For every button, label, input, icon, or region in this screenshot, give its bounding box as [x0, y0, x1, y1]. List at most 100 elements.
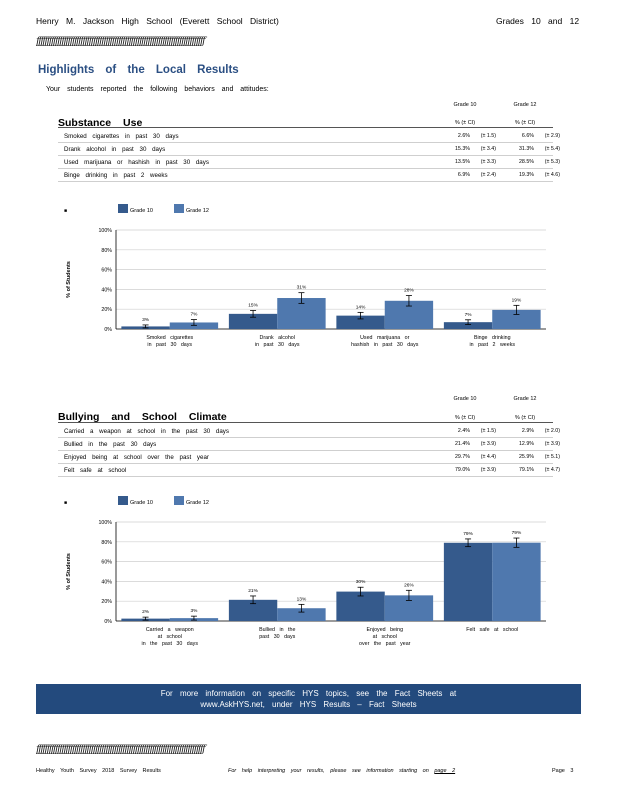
data-label: 14%	[356, 304, 366, 310]
y-tick-label: 0%	[104, 619, 112, 625]
bottom-divider: ƒƒƒƒƒƒƒƒƒƒƒƒƒƒƒƒƒƒƒƒƒƒƒƒƒƒƒƒƒƒƒƒƒƒƒƒƒƒƒƒ…	[36, 744, 206, 755]
x-tick-label: past 30 days	[259, 634, 295, 640]
bullying-table: Carried a weapon at school in the past 3…	[58, 422, 560, 477]
y-tick-label: 20%	[101, 599, 112, 605]
table-row: Bullied in the past 30 days 21.4% (± 3.9…	[58, 439, 560, 451]
data-label: 3%	[142, 317, 150, 323]
page-2-link[interactable]: page 2	[434, 768, 456, 774]
col-grade10-header: Grade 10	[453, 102, 477, 108]
x-tick-label: Felt safe at school	[466, 627, 518, 633]
banner-line-1: For more information on specific HYS top…	[160, 689, 457, 698]
table-row: Binge drinking in past 2 weeks 6.9% (± 2…	[58, 170, 560, 182]
col-grade12-header: Grade 12	[513, 102, 537, 108]
y-tick-label: 100%	[98, 228, 112, 234]
substance-chart: Grade 10 Grade 12 ■ % of Students 0% 20% 40% 60…	[64, 204, 546, 348]
x-tick-label: in past 30 days	[255, 342, 300, 348]
x-tick-label: in the past 30 days	[142, 641, 199, 647]
y-tick-label: 20%	[101, 307, 112, 313]
data-label: 15%	[248, 302, 258, 308]
bar	[336, 315, 385, 329]
page-title: Highlights of the Local Results	[38, 64, 239, 76]
banner-line-2[interactable]: www.AskHYS.net, under HYS Results – Fact…	[200, 700, 417, 709]
x-tick-label: Enjoyed being	[366, 627, 403, 633]
bar	[277, 608, 326, 621]
data-label: 19%	[512, 297, 522, 303]
bullying-chart: Grade 10 Grade 12 ■ % of Students 0% 20% 40% 60…	[64, 496, 546, 647]
x-tick-label: in past 2 weeks	[469, 342, 515, 348]
x-tick-label: at school	[158, 634, 182, 640]
legend-label: Grade 12	[186, 208, 209, 214]
table-row: Felt safe at school 79.0% (± 3.9) 79.1% …	[58, 465, 560, 477]
table-row: Carried a weapon at school in the past 3…	[58, 426, 560, 438]
table-row: Smoked cigarettes in past 30 days 2.6% (…	[58, 131, 560, 143]
data-label: 21%	[248, 588, 258, 594]
x-tick-label: Bullied in the	[259, 627, 295, 633]
x-tick-label: Smoked cigarettes	[146, 335, 193, 341]
section-heading-substance: Substance Use	[58, 117, 143, 129]
col-grade12-sub: % (± CI)	[514, 415, 536, 421]
bar	[492, 309, 541, 329]
y-tick-label: 80%	[101, 248, 112, 254]
y-axis-label: % of Students	[66, 261, 72, 298]
bar	[228, 313, 278, 329]
data-label: 3%	[190, 608, 198, 614]
col-grade12-header: Grade 12	[513, 396, 537, 402]
col-grade12-sub: % (± CI)	[514, 120, 536, 126]
footer-survey-name: Healthy Youth Survey 2018 Survey Results	[36, 768, 161, 774]
y-tick-label: 40%	[101, 579, 112, 585]
x-tick-label: in past 30 days	[147, 342, 192, 348]
table-row: Drank alcohol in past 30 days 15.3% (± 3…	[58, 144, 560, 156]
data-label: 13%	[297, 596, 307, 602]
col-grade10-sub: % (± CI)	[454, 415, 476, 421]
y-tick-label: 60%	[101, 268, 112, 274]
legend-marker: ■	[64, 208, 67, 214]
y-tick-label: 80%	[101, 540, 112, 546]
legend-label: Grade 10	[130, 500, 153, 506]
x-tick-label: at school	[373, 634, 397, 640]
data-label: 79%	[463, 531, 473, 537]
data-label: 2%	[142, 609, 150, 615]
bar	[336, 591, 385, 621]
x-tick-label: hashish in past 30 days	[351, 342, 419, 348]
x-tick-label: Drank alcohol	[260, 335, 295, 341]
y-tick-label: 100%	[98, 520, 112, 526]
footer-page-number: Page 3	[552, 768, 574, 774]
data-label: 28%	[404, 288, 414, 294]
x-tick-label: over the past year	[359, 641, 411, 647]
data-label: 79%	[512, 530, 522, 536]
footer-help-text: For help interpreting your results, plea…	[228, 768, 456, 774]
col-grade10-sub: % (± CI)	[454, 120, 476, 126]
legend-marker: ■	[64, 500, 67, 506]
x-tick-label: Carried a weapon	[146, 627, 194, 633]
y-tick-label: 0%	[104, 327, 112, 333]
y-tick-label: 60%	[101, 560, 112, 566]
intro-text: Your students reported the following beh…	[46, 86, 269, 93]
table-row: Enjoyed being at school over the past ye…	[58, 452, 560, 464]
bar	[492, 542, 541, 621]
x-tick-label: Binge drinking	[474, 335, 511, 341]
data-label: 7%	[190, 312, 198, 318]
bar	[443, 542, 493, 621]
section-heading-bullying: Bullying and School Climate	[58, 411, 227, 423]
legend-swatch	[118, 204, 128, 213]
legend-label: Grade 10	[130, 208, 153, 214]
top-divider: ƒƒƒƒƒƒƒƒƒƒƒƒƒƒƒƒƒƒƒƒƒƒƒƒƒƒƒƒƒƒƒƒƒƒƒƒƒƒƒƒ…	[36, 36, 206, 47]
data-label: 26%	[404, 582, 414, 588]
fact-sheets-banner: For more information on specific HYS top…	[36, 684, 581, 714]
y-axis-label: % of Students	[66, 553, 72, 590]
school-name: Henry M. Jackson High School (Everett Sc…	[36, 16, 279, 26]
data-label: 31%	[297, 285, 307, 291]
grades-label: Grades 10 and 12	[496, 16, 580, 26]
table-row: Used marijuana or hashish in past 30 day…	[58, 157, 560, 169]
substance-table: Smoked cigarettes in past 30 days 2.6% (…	[58, 127, 560, 182]
legend-swatch	[118, 496, 128, 505]
data-label: 30%	[356, 579, 366, 585]
y-tick-label: 40%	[101, 287, 112, 293]
x-tick-label: Used marijuana or	[360, 335, 410, 341]
col-grade10-header: Grade 10	[453, 396, 477, 402]
bar	[443, 322, 493, 329]
data-label: 7%	[465, 312, 473, 318]
legend-label: Grade 12	[186, 500, 209, 506]
legend-swatch	[174, 496, 184, 505]
bar	[228, 599, 278, 621]
